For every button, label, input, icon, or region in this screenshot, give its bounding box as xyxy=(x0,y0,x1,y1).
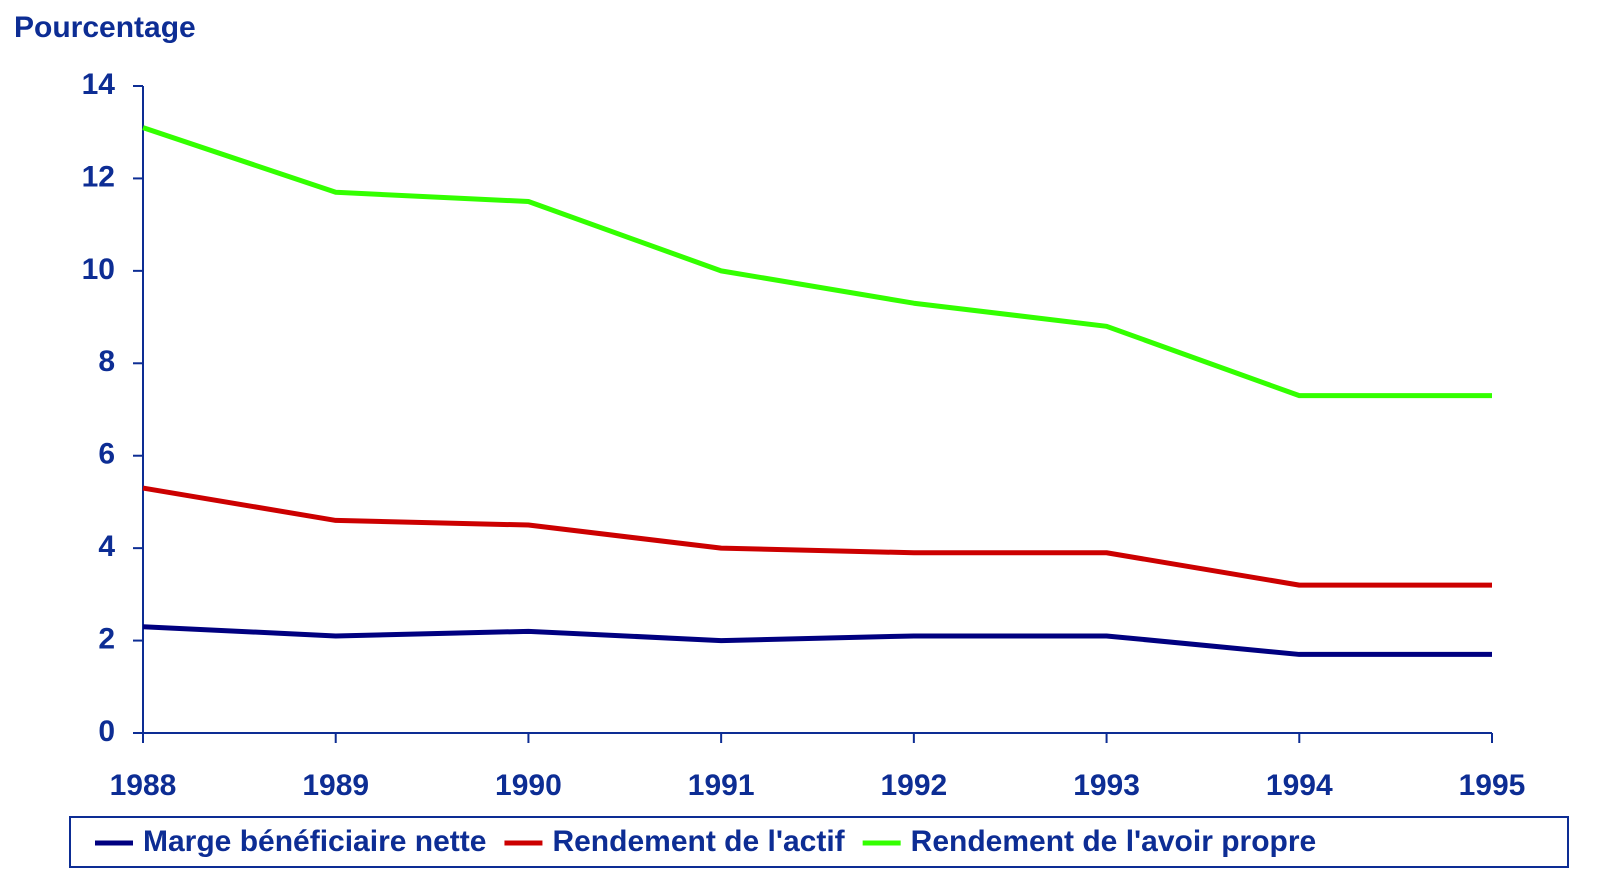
line-series xyxy=(142,624,1492,657)
legend-box xyxy=(69,816,1569,868)
x-tick-label: 1994 xyxy=(1266,769,1333,802)
x-tick-label: 1990 xyxy=(495,769,562,802)
x-tick-label: 1991 xyxy=(688,769,755,802)
line-series xyxy=(142,125,1492,399)
y-tick-label: 6 xyxy=(98,438,115,471)
y-tick-label: 10 xyxy=(82,253,115,286)
y-tick-label: 14 xyxy=(82,68,116,101)
legend-label: Rendement de l'avoir propre xyxy=(911,825,1317,858)
x-tick-label: 1993 xyxy=(1073,769,1140,802)
y-axis-label: Pourcentage xyxy=(14,11,196,44)
y-tick-label: 4 xyxy=(98,530,115,563)
x-tick-label: 1988 xyxy=(110,769,177,802)
legend-label: Marge bénéficiaire nette xyxy=(143,825,486,858)
y-tick-label: 12 xyxy=(82,160,115,193)
y-tick-label: 0 xyxy=(98,715,115,748)
line-series xyxy=(142,485,1492,588)
y-tick-label: 8 xyxy=(98,345,115,378)
x-tick-label: 1992 xyxy=(880,769,947,802)
x-tick-label: 1995 xyxy=(1459,769,1526,802)
x-tick-label: 1989 xyxy=(302,769,369,802)
legend-label: Rendement de l'actif xyxy=(552,825,845,858)
y-tick-label: 2 xyxy=(98,622,115,655)
